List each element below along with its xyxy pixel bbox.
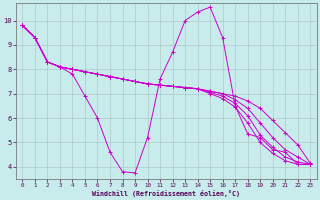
X-axis label: Windchill (Refroidissement éolien,°C): Windchill (Refroidissement éolien,°C) <box>92 190 240 197</box>
